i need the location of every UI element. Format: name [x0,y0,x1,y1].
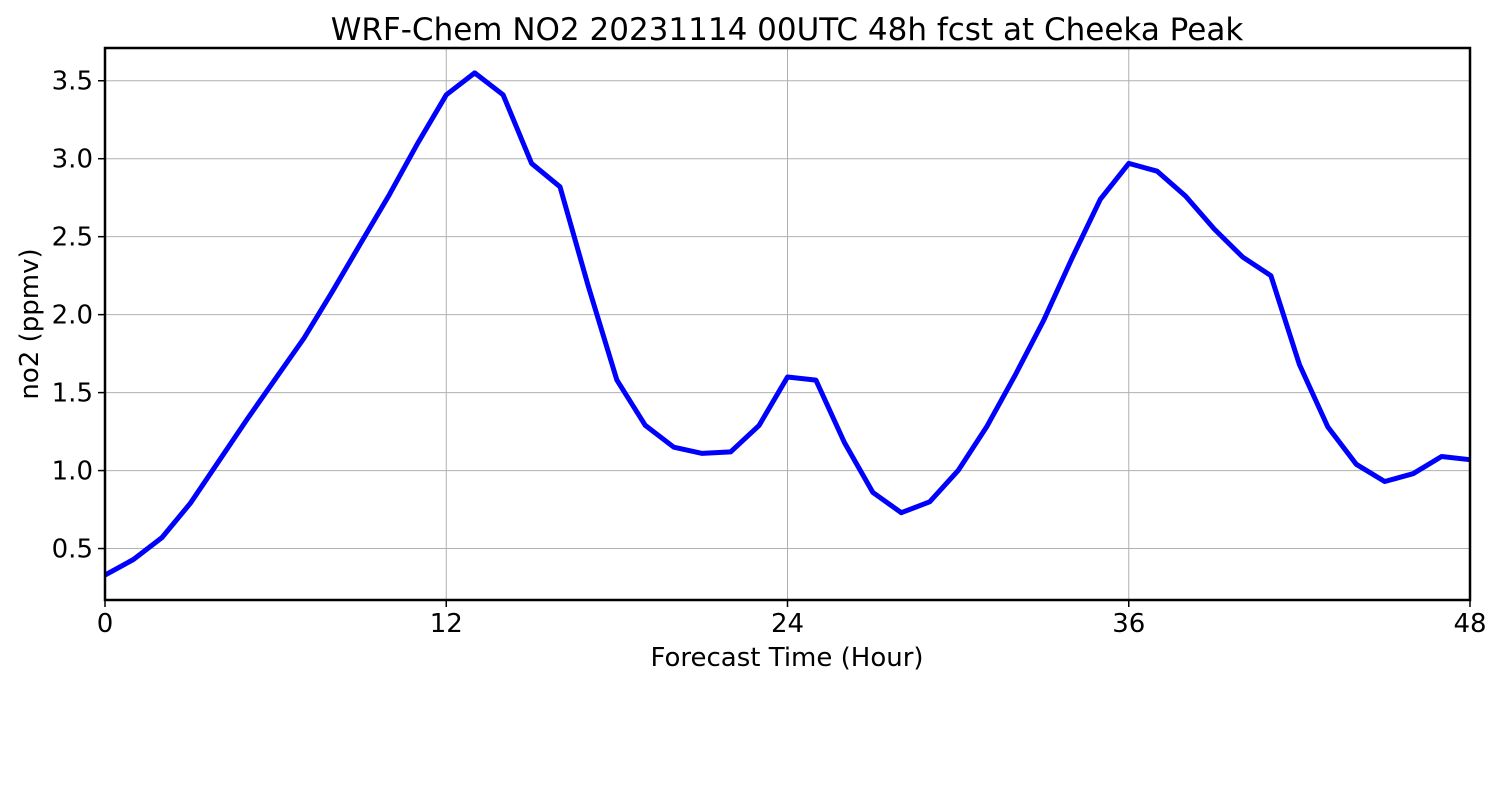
x-axis-label: Forecast Time (Hour) [650,643,923,673]
y-tick-label: 0.5 [52,535,93,565]
y-axis-label: no2 (ppmv) [15,248,45,399]
x-tick-label: 0 [97,609,114,639]
y-tick-label: 1.0 [52,457,93,487]
y-axis-ticks: 0.5 1.0 1.5 2.0 2.5 3.0 3.5 [52,67,105,565]
chart-title: WRF-Chem NO2 20231114 00UTC 48h fcst at … [331,12,1244,48]
y-tick-label: 3.5 [52,67,93,97]
y-tick-label: 3.0 [52,145,93,175]
y-tick-label: 2.5 [52,223,93,253]
x-tick-label: 12 [430,609,463,639]
x-axis-ticks: 0 12 24 36 48 [97,600,1487,639]
y-tick-label: 2.0 [52,301,93,331]
x-tick-label: 48 [1453,609,1486,639]
x-tick-label: 24 [771,609,804,639]
no2-series-line [103,70,1471,578]
series-layer [103,70,1471,578]
y-tick-label: 1.5 [52,379,93,409]
x-tick-label: 36 [1112,609,1145,639]
